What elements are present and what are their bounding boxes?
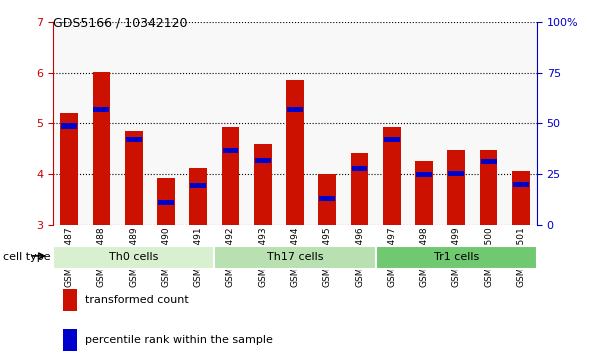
Bar: [60, 113, 78, 225]
Bar: [416, 172, 432, 177]
Bar: [352, 166, 368, 171]
Bar: [480, 159, 497, 164]
Bar: [319, 174, 336, 225]
Bar: [376, 246, 537, 269]
Bar: [383, 127, 401, 225]
Bar: [254, 144, 271, 225]
Bar: [319, 196, 335, 201]
Bar: [350, 154, 368, 225]
Bar: [93, 72, 110, 225]
Bar: [125, 131, 143, 225]
Text: Th0 cells: Th0 cells: [109, 252, 159, 262]
Bar: [415, 160, 433, 225]
Bar: [53, 246, 214, 269]
Bar: [126, 137, 142, 142]
Bar: [384, 137, 400, 142]
Bar: [255, 158, 271, 163]
Bar: [448, 171, 464, 176]
Bar: [222, 148, 238, 153]
Bar: [287, 107, 303, 112]
Bar: [158, 200, 174, 205]
Text: Th17 cells: Th17 cells: [267, 252, 323, 262]
Bar: [63, 329, 77, 351]
Bar: [480, 150, 497, 225]
Bar: [286, 80, 304, 225]
Bar: [512, 171, 530, 225]
Text: cell type: cell type: [3, 252, 51, 262]
Text: GDS5166 / 10342120: GDS5166 / 10342120: [53, 16, 188, 29]
Text: percentile rank within the sample: percentile rank within the sample: [84, 335, 273, 345]
Bar: [189, 168, 207, 225]
Bar: [222, 127, 240, 225]
Text: transformed count: transformed count: [84, 295, 188, 305]
Bar: [93, 107, 110, 112]
Bar: [447, 150, 465, 225]
Bar: [214, 246, 376, 269]
Bar: [157, 178, 175, 225]
Text: Tr1 cells: Tr1 cells: [434, 252, 479, 262]
Bar: [61, 123, 77, 129]
Bar: [190, 183, 206, 188]
Bar: [63, 289, 77, 311]
Bar: [513, 182, 529, 187]
